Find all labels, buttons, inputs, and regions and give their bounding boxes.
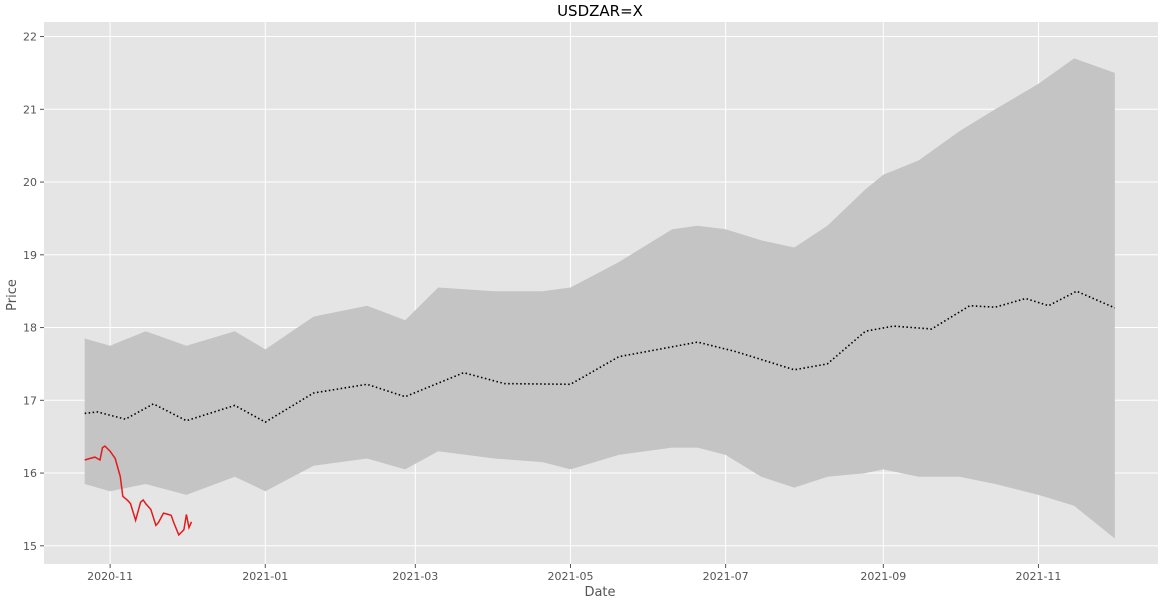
y-tick-label: 21 — [23, 103, 37, 116]
x-tick-label: 2021-03 — [392, 570, 438, 583]
x-tick-label: 2021-09 — [860, 570, 906, 583]
x-tick-label: 2021-11 — [1015, 570, 1061, 583]
y-tick-label: 19 — [23, 249, 37, 262]
y-tick-label: 15 — [23, 540, 37, 553]
x-tick-label: 2021-07 — [703, 570, 749, 583]
y-tick-label: 16 — [23, 467, 37, 480]
confidence-band-area — [84, 58, 1115, 539]
x-axis-ticks: 2020-11 2021-01 2021-03 2021-05 2021-07 2021-… — [87, 564, 1061, 583]
actual-price-line — [84, 445, 193, 537]
chart-title: USDZAR=X — [557, 2, 643, 20]
x-tick-label: 2021-05 — [547, 570, 593, 583]
y-axis-label: Price — [5, 279, 20, 311]
y-axis-ticks: 15 16 17 18 19 20 21 22 — [23, 31, 44, 553]
x-axis-label: Date — [584, 585, 615, 600]
actual-series — [84, 445, 193, 537]
y-tick-label: 18 — [23, 322, 37, 335]
y-tick-label: 20 — [23, 176, 37, 189]
x-tick-label: 2020-11 — [87, 570, 133, 583]
y-tick-label: 17 — [23, 394, 37, 407]
y-tick-label: 22 — [23, 31, 37, 44]
x-tick-label: 2021-01 — [242, 570, 288, 583]
confidence-band — [84, 58, 1115, 539]
